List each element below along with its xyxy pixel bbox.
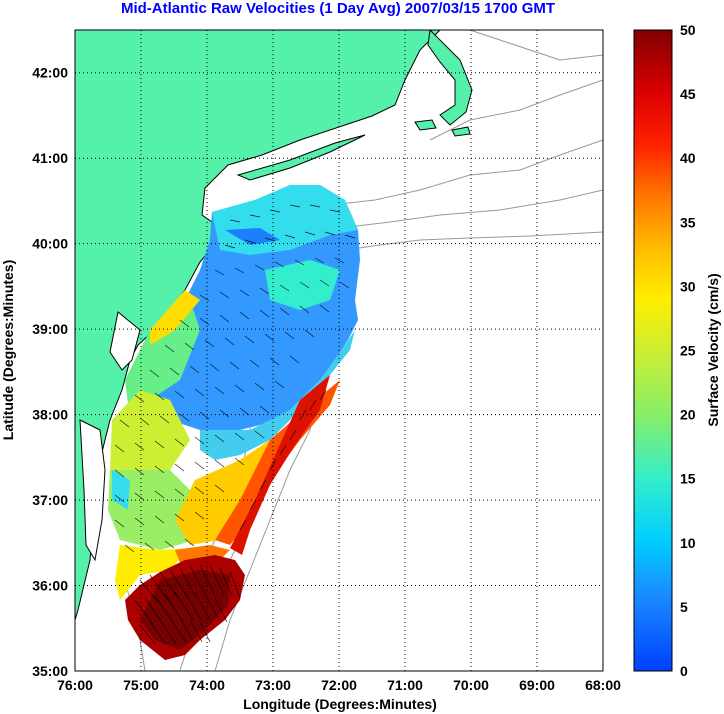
x-tick-label: 72:00 [321, 677, 357, 693]
x-tick-label: 68:00 [585, 677, 621, 693]
colorbar-tick-label: 0 [680, 663, 688, 679]
x-axis-label: Longitude (Degrees:Minutes) [243, 696, 437, 712]
colorbar-tick-label: 30 [680, 278, 696, 294]
map-title: Mid-Atlantic Raw Velocities (1 Day Avg) … [120, 0, 556, 17]
colorbar-tick-label: 50 [680, 22, 696, 38]
delaware-bay [109, 311, 141, 371]
y-tick-label: 42:00 [32, 65, 68, 81]
colorbar-tick-label: 5 [680, 599, 688, 615]
y-tick-label: 36:00 [32, 578, 68, 594]
x-tick-label: 76:00 [57, 677, 93, 693]
y-tick-label: 37:00 [32, 492, 68, 508]
colorbar [633, 29, 673, 672]
colorbar-ticks: 0 5 10 15 20 25 30 35 40 45 50 [680, 22, 696, 679]
colorbar-tick-label: 10 [680, 535, 696, 551]
x-axis-ticks: 76:00 75:00 74:00 73:00 72:00 71:00 70:00 69:00… [57, 677, 621, 693]
colorbar-tick-label: 20 [680, 407, 696, 423]
y-tick-label: 40:00 [32, 236, 68, 252]
cape-cod [427, 30, 473, 126]
islands [414, 119, 471, 137]
long-island [236, 134, 366, 181]
colorbar-tick-label: 35 [680, 214, 696, 230]
colorbar-tick-label: 45 [680, 86, 696, 102]
colorbar-tick-label: 25 [680, 343, 696, 359]
y-tick-label: 38:00 [32, 407, 68, 423]
x-tick-label: 70:00 [453, 677, 489, 693]
colorbar-tick-label: 40 [680, 150, 696, 166]
y-axis-label: Latitude (Degrees:Minutes) [0, 260, 16, 440]
x-tick-label: 73:00 [255, 677, 291, 693]
y-tick-label: 35:00 [32, 663, 68, 679]
y-axis-ticks: 35:00 36:00 37:00 38:00 39:00 40:00 41:00 42:00 [32, 65, 68, 679]
colorbar-label: Surface Velocity (cm/s) [705, 273, 721, 426]
plot-frame [74, 29, 604, 672]
y-tick-label: 39:00 [32, 321, 68, 337]
x-tick-label: 69:00 [519, 677, 555, 693]
colorbar-tick-label: 15 [680, 471, 696, 487]
y-tick-label: 41:00 [32, 150, 68, 166]
chesapeake-bay [79, 419, 106, 562]
x-tick-label: 75:00 [123, 677, 159, 693]
x-tick-label: 74:00 [189, 677, 225, 693]
x-tick-label: 71:00 [387, 677, 423, 693]
map-gridlines [75, 30, 603, 671]
